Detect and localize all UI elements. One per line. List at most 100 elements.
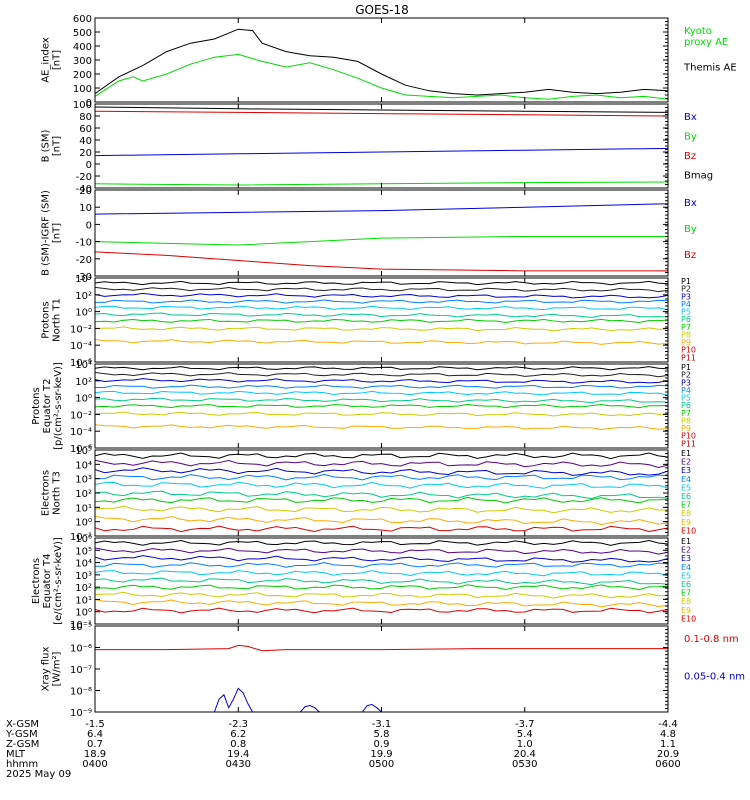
y-tick-label: 10⁰ [75,308,92,319]
y-tick-label: -20 [76,255,92,266]
y-axis-label: Electrons [31,558,42,604]
series-line [95,570,668,577]
legend-entry: P10 [681,346,696,355]
series-line [213,687,258,712]
row-value: -4.4 [658,719,678,730]
y-tick-label: 20 [79,186,92,197]
y-tick-label: 10² [75,489,92,500]
y-tick-label: 10⁴ [75,460,92,471]
plot-area-6 [95,452,668,533]
series-line [95,106,668,113]
y-axis-label: North T3 [52,471,63,515]
plot-area-4 [95,280,668,345]
legend-entry: E6 [681,580,691,589]
y-tick-label: 10⁻² [70,410,92,421]
legend-entry: E5 [681,483,691,492]
legend-entry: E10 [681,614,696,623]
series-line [95,378,668,384]
panel-frame [94,363,669,449]
y-tick-label: -20 [76,172,92,183]
series-line [361,703,382,712]
y-axis-label: Protons [41,301,52,338]
legend-entry: E6 [681,492,691,501]
series-line [95,555,668,563]
series-line [95,577,668,586]
series-line [95,286,668,293]
series-line [95,53,668,100]
row-value: 1.0 [517,739,533,750]
series-line [95,338,668,345]
legend-entry: Bmag [684,171,713,182]
row-value: -3.1 [372,719,392,730]
row-value: 20.9 [657,749,679,760]
plot-area-5 [95,366,668,431]
plot-area-2 [95,106,668,186]
legend-entry: Bx [684,112,697,123]
row-value: 0500 [369,759,394,770]
y-axis-label: AE_index [41,37,52,83]
y-tick-label: 10⁴ [75,360,92,371]
legend-entry: E1 [681,537,691,546]
series-line [95,292,668,299]
legend-entry: proxy AE [684,37,728,48]
panel-6: 10⁵ 10⁴ 10³ 10² 10¹ 10⁰ 10⁻¹ Electrons North T3 E… [41,446,697,543]
series-line [95,147,668,157]
legend-entry: P5 [681,308,691,317]
legend-entry: By [684,224,697,235]
legend-entry: P8 [681,416,691,425]
legend-entry: P2 [681,371,691,380]
legend-entry: Themis AE [683,63,737,74]
y-tick-label: 10⁻⁴ [70,427,92,438]
plot-area-1 [95,28,668,100]
row-label: Z-GSM [6,739,39,750]
row-value: 0430 [226,759,251,770]
y-tick-label: 10¹ [75,503,92,514]
series-line [95,28,668,96]
series-line [95,515,668,526]
row-value: 20.4 [514,749,536,760]
y-axis-label: Equator T4 [42,554,53,609]
y-tick-label: 10⁻⁶ [70,644,92,655]
y-axis-label: [nT] [52,136,63,156]
legend-entry: P10 [681,432,696,441]
y-axis-label: [nT] [52,223,63,243]
panel-frame [94,17,669,103]
legend-entry: E2 [681,546,691,555]
legend-entry: E5 [681,571,691,580]
series-line [95,384,668,389]
y-tick-label: 10⁰ [75,608,92,619]
legend-entry: 0.1-0.8 nm [684,634,739,645]
panel-8: 10⁻⁵ 10⁻⁶ 10⁻⁷ 10⁻⁸ 10⁻⁹ Xray flux [W/m²] 0.1-0… [41,622,746,719]
row-label: X-GSM [6,719,39,730]
series-line [95,299,668,304]
y-tick-label: 10⁻⁵ [70,622,92,633]
legend-entry: P1 [681,277,691,286]
y-tick-label: 10¹ [75,595,92,606]
series-line [95,467,668,476]
series-line [95,607,668,614]
legend-entry: E4 [681,563,691,572]
series-line [95,525,668,533]
y-tick-label: 10⁶ [75,534,92,545]
y-tick-label: 10⁰ [75,394,92,405]
row-value: 0400 [82,759,107,770]
y-tick-label: 10⁻² [70,324,92,335]
legend-entry: E1 [681,449,691,458]
y-tick-label: 100 [73,84,92,95]
row-label: MLT [6,749,26,760]
x-axis-block: X-GSM -1.5 -2.3 -3.1 -3.7 -4.4 Y-GSM 6.4 6.2 5.8 5… [5,719,681,780]
y-tick-label: 500 [73,28,92,39]
row-value: 5.8 [374,729,390,740]
y-tick-label: 300 [73,56,92,67]
series-line [95,424,668,431]
y-tick-label: 400 [73,42,92,53]
y-tick-label: -40 [76,184,92,195]
series-line [95,505,668,514]
series-line [299,705,320,712]
y-axis-label: [nT] [52,50,63,70]
row-label: hhmm [6,759,38,770]
row-value: 0530 [512,759,537,770]
legend-entry: P3 [681,378,691,387]
y-tick-label: 10⁻⁷ [70,665,92,676]
